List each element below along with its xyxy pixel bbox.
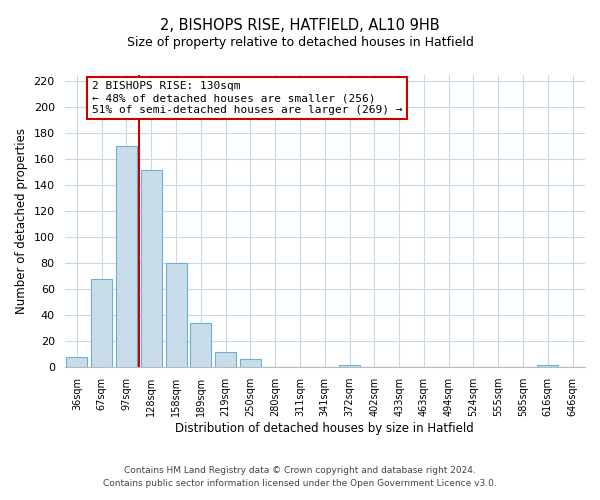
Bar [339,364,360,367]
Bar [67,357,88,367]
Bar [190,323,211,367]
Bar [141,170,162,367]
Bar [116,146,137,367]
Bar [91,279,112,367]
Text: 2, BISHOPS RISE, HATFIELD, AL10 9HB: 2, BISHOPS RISE, HATFIELD, AL10 9HB [160,18,440,32]
Bar [240,360,261,367]
Y-axis label: Number of detached properties: Number of detached properties [15,128,28,314]
Text: Size of property relative to detached houses in Hatfield: Size of property relative to detached ho… [127,36,473,49]
Bar [166,264,187,367]
Bar [537,364,559,367]
X-axis label: Distribution of detached houses by size in Hatfield: Distribution of detached houses by size … [175,422,474,435]
Text: Contains HM Land Registry data © Crown copyright and database right 2024.
Contai: Contains HM Land Registry data © Crown c… [103,466,497,487]
Bar [215,352,236,367]
Text: 2 BISHOPS RISE: 130sqm
← 48% of detached houses are smaller (256)
51% of semi-de: 2 BISHOPS RISE: 130sqm ← 48% of detached… [92,82,402,114]
